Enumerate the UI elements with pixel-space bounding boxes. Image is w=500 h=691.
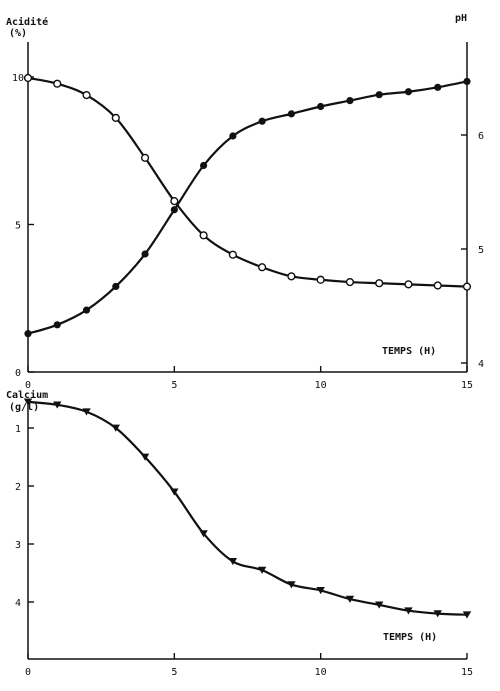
top-x-tick-label-15: 15 — [461, 380, 473, 391]
calcium-point-5 — [170, 488, 179, 496]
acidity-point-3 — [112, 282, 120, 291]
ph-point-1 — [53, 79, 62, 88]
bottom-xlabel: TEMPS (H) — [383, 632, 437, 643]
top-y-left-tick-label-5: 5 — [15, 221, 21, 232]
calcium-point-8 — [257, 566, 267, 574]
bottom-x-tick-label-10: 10 — [315, 667, 327, 678]
bottom-y-left-tick-label-4: 4 — [15, 598, 21, 609]
top-ylabel-right: pH — [455, 13, 467, 24]
ph-point-2 — [82, 90, 91, 100]
calcium-point-11 — [345, 595, 355, 603]
top-y-right-tick-label-6: 6 — [478, 131, 484, 142]
acidity-curve — [27, 80, 468, 335]
bottom-chart: Calcium (g/l) TEMPS (H) 0 5 10 15 1 2 3 4 — [6, 389, 473, 678]
acidity-point-2 — [82, 306, 91, 314]
top-xlabel: TEMPS (H) — [382, 346, 436, 357]
calcium-point-10 — [316, 587, 325, 595]
calcium-point-2 — [82, 408, 91, 416]
ph-point-10 — [316, 275, 325, 284]
acidity-point-6 — [200, 161, 208, 170]
acidity-point-4 — [141, 250, 149, 258]
ph-point-13 — [404, 280, 413, 289]
ph-point-4 — [140, 153, 150, 162]
ph-point-0 — [23, 73, 33, 83]
acidity-point-15 — [463, 77, 471, 86]
acidity-point-5 — [170, 206, 178, 214]
top-x-tick-label-10: 10 — [315, 380, 327, 391]
calcium-point-12 — [375, 601, 384, 609]
ph-point-5 — [170, 197, 179, 206]
calcium-point-15 — [462, 611, 472, 619]
top-y-left-tick-label-10: 10 — [12, 73, 24, 84]
bottom-x-ticks: 0 5 10 15 — [25, 653, 473, 678]
bottom-y-left-tick-label-3: 3 — [15, 540, 21, 551]
calcium-point-6 — [199, 530, 208, 538]
series-calcium — [23, 398, 472, 619]
top-x-tick-label-5: 5 — [171, 380, 177, 391]
calcium-point-7 — [228, 558, 238, 566]
calcium-point-13 — [404, 607, 413, 615]
bottom-x-tick-label-15: 15 — [461, 667, 473, 678]
top-ylabel-left-line2: (%) — [9, 28, 27, 39]
ph-point-6 — [199, 231, 208, 240]
bottom-x-tick-label-0: 0 — [25, 667, 31, 678]
acidity-point-9 — [287, 110, 295, 118]
acidity-point-11 — [346, 97, 354, 105]
top-x-ticks: 0 5 10 15 — [25, 366, 473, 391]
ph-point-12 — [375, 279, 384, 288]
ph-point-7 — [228, 250, 237, 259]
ph-point-9 — [287, 272, 296, 281]
acidity-point-0 — [24, 330, 32, 338]
top-ylabel-left-line1: Acidité — [6, 16, 48, 28]
calcium-point-1 — [53, 401, 62, 409]
ph-point-3 — [111, 113, 120, 123]
bottom-ylabel-line1: Calcium — [6, 389, 48, 401]
acidity-point-7 — [229, 132, 237, 140]
bottom-ylabel-line2: (g/l) — [9, 402, 39, 413]
acidity-point-13 — [404, 88, 413, 96]
ph-point-14 — [433, 281, 442, 290]
calcium-point-14 — [433, 610, 442, 618]
ph-point-15 — [462, 282, 472, 291]
ph-point-8 — [258, 263, 267, 272]
top-y-right-tick-label-4: 4 — [478, 359, 484, 370]
series-acidity — [24, 77, 471, 338]
top-y-right-ticks: 4 5 6 — [461, 131, 484, 370]
bottom-y-left-tick-label-2: 2 — [15, 482, 21, 493]
calcium-point-0 — [23, 398, 33, 406]
ph-point-11 — [345, 277, 355, 287]
series-ph — [23, 73, 472, 291]
top-chart: Acidité (%) pH TEMPS (H) 0 5 10 15 0 5 10 4 5 6 — [6, 13, 484, 391]
top-x-tick-label-0: 0 — [25, 380, 31, 391]
acidity-point-12 — [375, 91, 383, 99]
acidity-point-8 — [258, 117, 266, 125]
calcium-point-4 — [140, 453, 150, 461]
bottom-x-tick-label-5: 5 — [171, 667, 177, 678]
calcium-point-9 — [287, 581, 296, 589]
bottom-y-left-ticks: 1 2 3 4 — [15, 424, 34, 609]
top-y-left-tick-label-0: 0 — [15, 368, 21, 379]
ph-curve — [27, 76, 468, 288]
top-y-right-tick-label-5: 5 — [478, 245, 484, 256]
acidity-point-1 — [53, 321, 61, 329]
calcium-curve — [27, 400, 468, 616]
acidity-point-10 — [317, 102, 325, 111]
calcium-point-3 — [111, 424, 120, 432]
bottom-y-left-tick-label-1: 1 — [15, 424, 21, 435]
acidity-point-14 — [434, 83, 442, 91]
